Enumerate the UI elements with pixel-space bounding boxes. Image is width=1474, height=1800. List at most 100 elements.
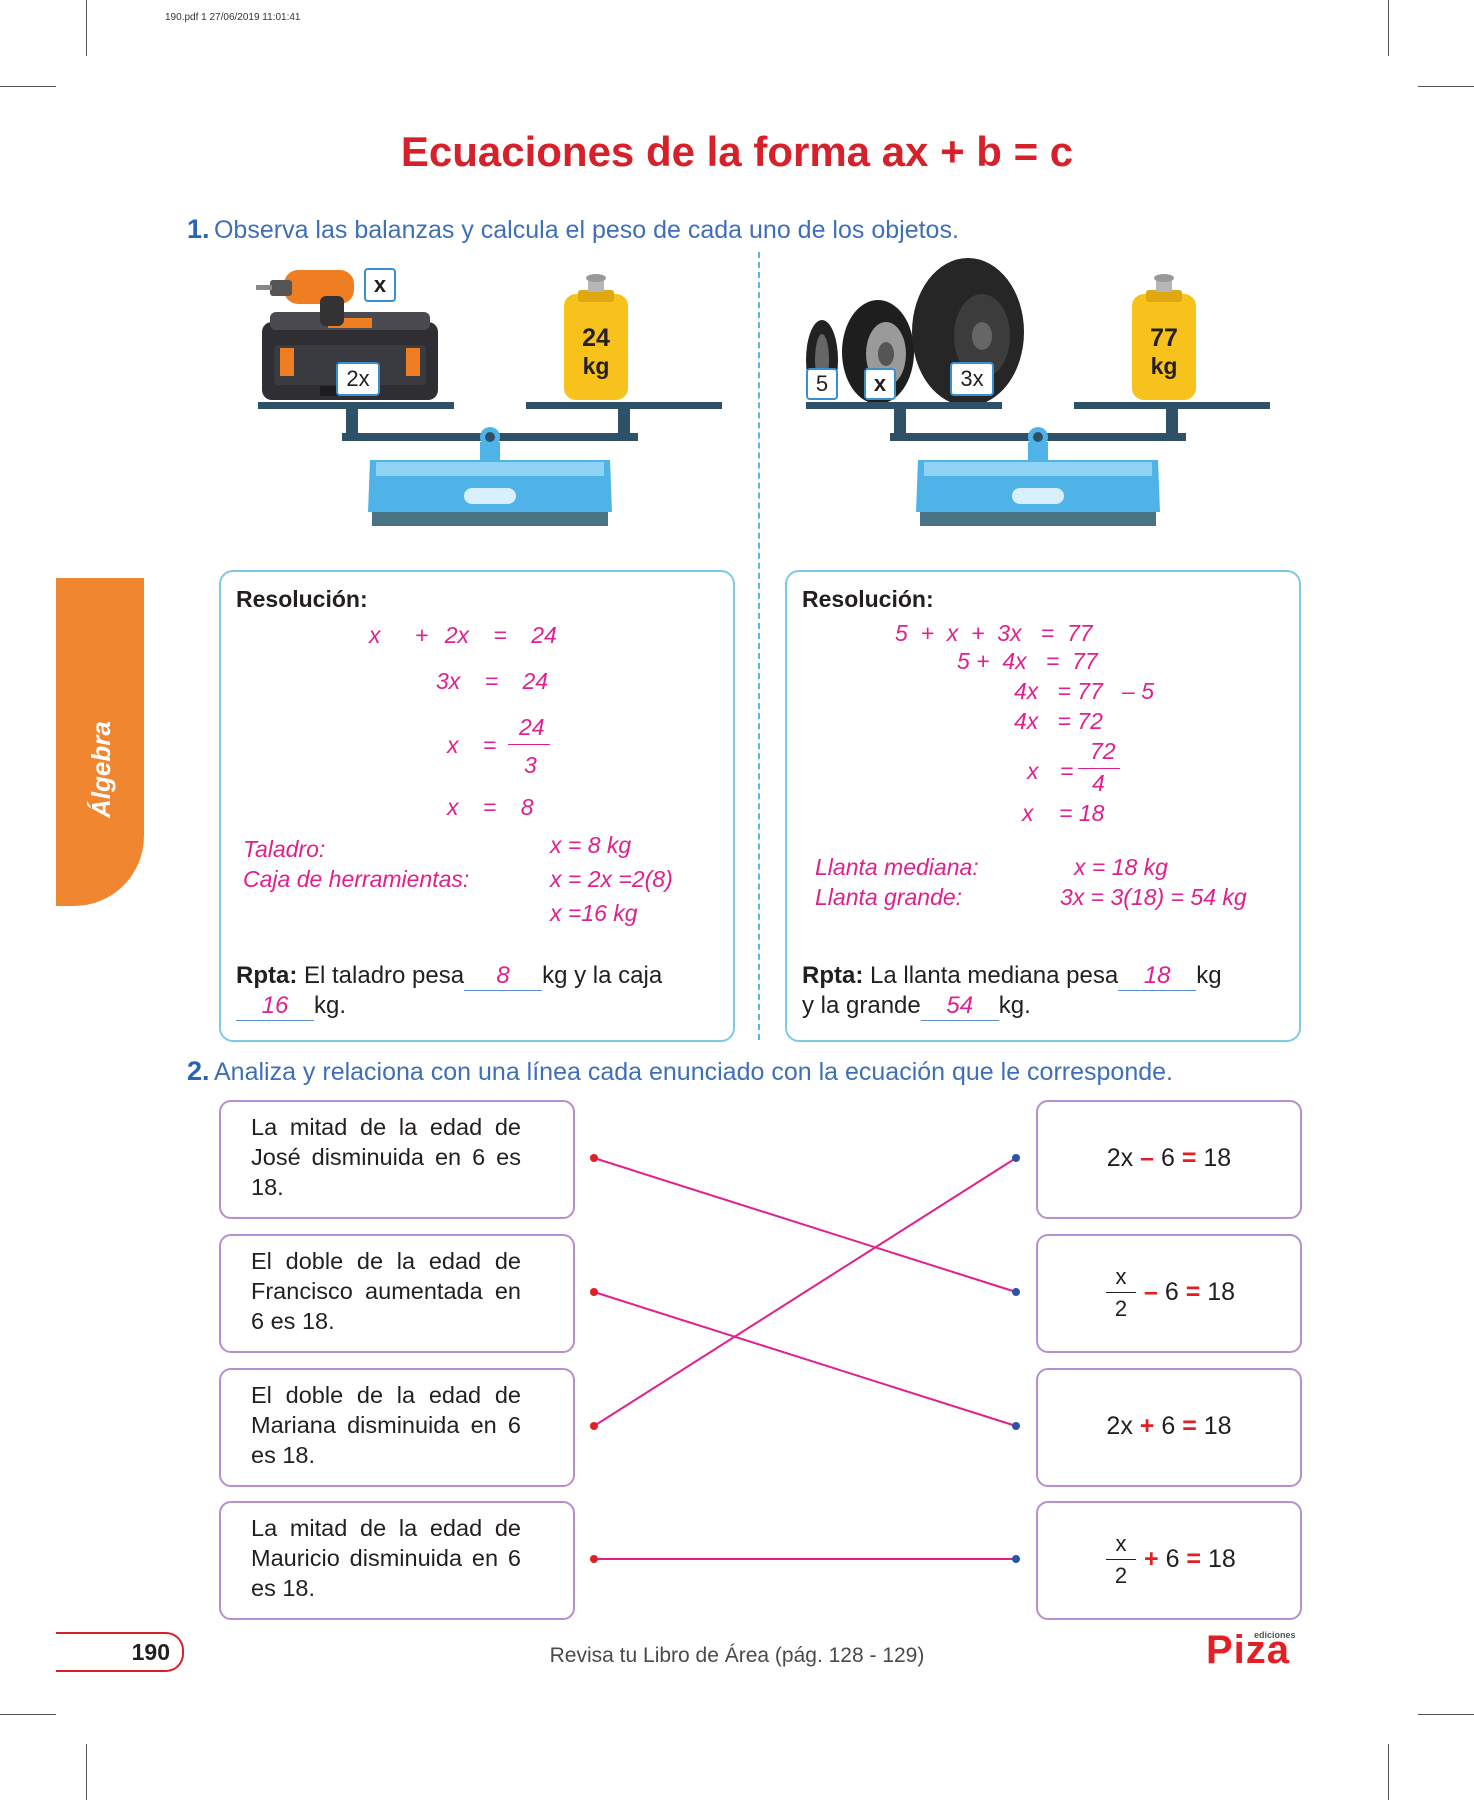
weight-icon: 24 kg — [564, 274, 628, 400]
connector-dot[interactable] — [1012, 1422, 1020, 1430]
answer-line: Rpta: El taladro pesa 8 kg y la caja — [236, 962, 663, 991]
question-text: Observa las balanzas y calcula el peso d… — [213, 216, 959, 244]
crop-mark — [1388, 1744, 1389, 1800]
answer-blank: 18 — [1118, 962, 1197, 991]
match-line — [593, 1157, 1017, 1293]
question-number: 1. — [187, 214, 210, 244]
medium-tire-label: x — [864, 368, 896, 400]
fraction-denominator: 3 — [524, 752, 537, 778]
equation-line: x + 2x = 24 — [369, 622, 557, 648]
fraction-denominator: 2 — [1114, 1296, 1128, 1321]
crop-mark — [86, 1744, 87, 1800]
equation-box: 2x – 6 = 18 — [1036, 1100, 1302, 1219]
equation-line: x = 18 — [1022, 800, 1105, 826]
publisher-logo: Piza — [1206, 1628, 1291, 1672]
connector-dot[interactable] — [590, 1154, 598, 1162]
equation-text: 2x + 6 = 18 — [1106, 1412, 1232, 1440]
statement-text: La mitad de la edad de José disminuida e… — [251, 1114, 521, 1200]
equation-line: 4x = 77 – 5 — [1014, 678, 1155, 704]
statement-box: El doble de la edad de Francisco aumenta… — [219, 1234, 575, 1353]
large-tire-label: 3x — [950, 362, 994, 396]
statement-text: El doble de la edad de Francisco aumenta… — [251, 1248, 521, 1334]
svg-text:kg: kg — [1151, 353, 1178, 379]
question-text: Analiza y relaciona con una línea cada e… — [213, 1058, 1173, 1086]
equation-box: x 2 + 6 = 18 — [1036, 1501, 1302, 1620]
mediana-label: Llanta mediana: — [815, 854, 979, 880]
print-info: 190.pdf 1 27/06/2019 11:01:41 — [165, 12, 301, 23]
fraction-numerator: x — [1115, 1264, 1127, 1289]
question-number: 2. — [187, 1056, 210, 1086]
answer-blank: 8 — [464, 962, 543, 991]
statement-box: La mitad de la edad de Mauricio disminui… — [219, 1501, 575, 1620]
publisher-small-text: ediciones — [1254, 1630, 1296, 1640]
grande-label: Llanta grande: — [815, 884, 963, 910]
fraction-numerator: 24 — [519, 714, 545, 740]
equation-line: x = — [447, 732, 497, 758]
equation-text: 2x – 6 = 18 — [1106, 1144, 1232, 1172]
taladro-value: x = 8 kg — [550, 832, 632, 858]
page-number: 190 — [131, 1639, 170, 1665]
connector-dot[interactable] — [590, 1555, 598, 1563]
match-line — [593, 1291, 1017, 1427]
answer-blank: 54 — [920, 992, 999, 1021]
fraction-denominator: 4 — [1092, 770, 1105, 796]
connector-dot[interactable] — [590, 1422, 598, 1430]
connector-dot[interactable] — [590, 1288, 598, 1296]
resolution-box-1 — [219, 570, 735, 1042]
crop-mark — [0, 86, 56, 87]
balance-scale-1: 24 kg — [256, 270, 722, 526]
drill-icon — [256, 270, 354, 326]
fraction-bar — [508, 744, 550, 745]
resolution-box-2 — [785, 570, 1301, 1042]
equation-line: x = 8 — [447, 794, 534, 820]
answer-blank: 16 — [236, 992, 314, 1021]
caja-value: x = 2x =2(8) — [550, 866, 673, 892]
fraction-numerator: x — [1115, 1531, 1127, 1556]
question-1-heading: 1. Observa las balanzas y calcula el pes… — [187, 214, 959, 245]
fraction-numerator: 72 — [1090, 738, 1116, 764]
equation-box: 2x + 6 = 18 — [1036, 1368, 1302, 1487]
page-number-tab: 190 — [56, 1632, 184, 1672]
drill-variable-label: x — [364, 268, 396, 302]
mediana-value: x = 18 kg — [1074, 854, 1168, 880]
fraction-bar — [1106, 1292, 1136, 1293]
fraction-bar — [1106, 1559, 1136, 1560]
statement-text: La mitad de la edad de Mauricio disminui… — [251, 1515, 521, 1601]
footer-reference: Revisa tu Libro de Área (pág. 128 - 129) — [549, 1644, 925, 1667]
statement-text: El doble de la edad de Mariana disminuid… — [251, 1382, 521, 1468]
small-tire-label: 5 — [806, 368, 838, 400]
answer-line: Rpta: La llanta mediana pesa 18 kg — [802, 962, 1222, 991]
equation-variable: x — [1027, 758, 1039, 784]
equation-line: 3x = 24 — [436, 668, 549, 694]
equation-box: x 2 – 6 = 18 — [1036, 1234, 1302, 1353]
equation-line: 5 + x + 3x = 77 — [895, 620, 1093, 646]
equation-text: + 6 = 18 — [1144, 1545, 1236, 1573]
weight-icon: 77 kg — [1132, 274, 1196, 400]
connector-dot[interactable] — [1012, 1154, 1020, 1162]
statement-box: El doble de la edad de Mariana disminuid… — [219, 1368, 575, 1487]
section-tab — [56, 578, 144, 906]
equation-equals: = — [1060, 758, 1074, 784]
statement-box: La mitad de la edad de José disminuida e… — [219, 1100, 575, 1219]
large-tire-icon — [912, 258, 1024, 406]
grande-value: 3x = 3(18) = 54 kg — [1060, 884, 1247, 910]
connector-dot[interactable] — [1012, 1288, 1020, 1296]
equation-line: 5 + 4x = 77 — [957, 648, 1098, 674]
svg-text:24: 24 — [582, 324, 610, 352]
resolution-label: Resolución: — [802, 586, 934, 612]
connector-dot[interactable] — [1012, 1555, 1020, 1563]
page-title: Ecuaciones de la forma ax + b = c — [400, 128, 1074, 175]
balance-scale-2: 77 kg — [806, 258, 1270, 526]
fraction-bar — [1078, 768, 1120, 769]
taladro-label: Taladro: — [243, 836, 326, 862]
caja-label: Caja de herramientas: — [243, 866, 470, 892]
question-2-heading: 2. Analiza y relaciona con una línea cad… — [187, 1056, 1173, 1087]
resolution-label: Resolución: — [236, 586, 368, 612]
svg-text:77: 77 — [1150, 324, 1178, 352]
caja-value: x =16 kg — [550, 900, 638, 926]
svg-text:kg: kg — [583, 353, 610, 379]
equation-line: 4x = 72 — [1014, 708, 1103, 734]
svg-text:Álgebra: Álgebra — [86, 721, 116, 819]
crop-mark — [1418, 86, 1474, 87]
